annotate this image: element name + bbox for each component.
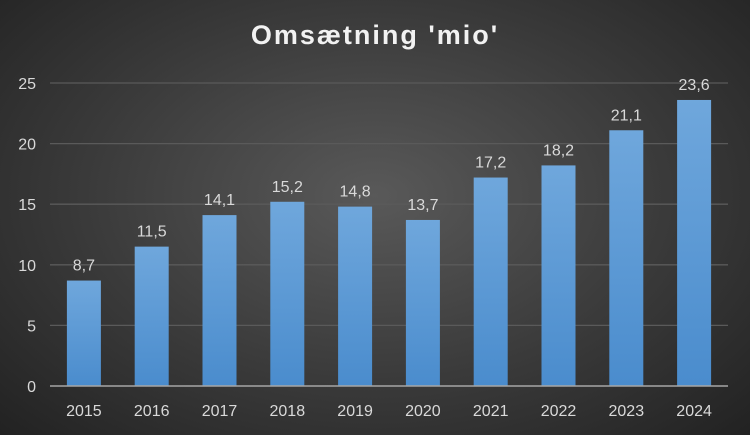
bar [677,99,712,386]
x-tick-label: 2015 [66,403,102,420]
x-tick-label: 2019 [337,403,373,420]
y-tick-label: 20 [18,137,36,154]
x-tick-label: 2022 [541,403,577,420]
bar [270,201,305,386]
y-tick-label: 0 [27,379,36,396]
bar [66,280,101,386]
bar [609,130,644,386]
bar [473,177,508,386]
bar [338,206,373,386]
data-label: 13,7 [407,197,438,214]
y-tick-label: 15 [18,197,36,214]
x-tick-label: 2016 [134,403,170,420]
data-label: 11,5 [137,224,167,241]
x-tick-label: 2020 [405,403,441,420]
bar [541,165,576,386]
x-tick-label: 2018 [270,403,306,420]
bar [202,215,237,386]
data-label: 15,2 [272,179,303,196]
y-tick-label: 5 [27,318,36,335]
data-label: 18,2 [543,142,574,159]
data-label: 8,7 [73,258,95,275]
data-label: 21,1 [611,107,642,124]
y-tick-label: 10 [18,258,36,275]
x-tick-label: 2024 [676,403,712,420]
bar [134,246,169,386]
x-tick-label: 2023 [609,403,645,420]
data-label: 23,6 [679,77,710,94]
y-tick-label: 25 [18,76,36,93]
bar [405,219,440,386]
x-tick-label: 2021 [473,403,509,420]
data-label: 17,2 [475,155,506,172]
x-tick-label: 2017 [202,403,238,420]
data-label: 14,1 [204,192,235,209]
chart-title: Omsætning 'mio' [250,20,500,50]
data-label: 14,8 [340,184,371,201]
